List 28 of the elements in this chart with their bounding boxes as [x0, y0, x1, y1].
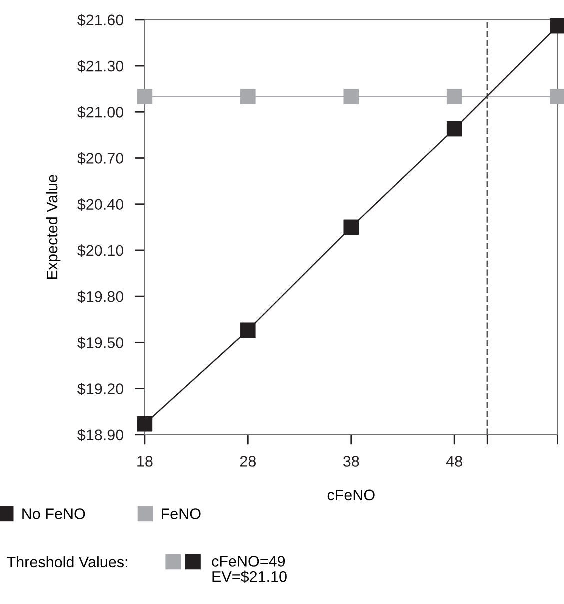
y-axis-title: Expected Value	[46, 175, 61, 280]
text: Threshold Values:	[7, 556, 128, 568]
point	[344, 220, 360, 236]
x-tick-label: 18	[138, 456, 153, 467]
y-tick-label: $20.40	[78, 198, 124, 211]
y-tick-label: $21.00	[78, 106, 124, 119]
x-axis-title: cFeNO	[328, 490, 375, 501]
y-tick-label: $19.50	[78, 336, 124, 350]
y-tick-label: $19.20	[78, 383, 124, 396]
y-tick-label: $21.60	[78, 14, 124, 27]
point	[137, 89, 153, 104]
point	[446, 121, 462, 137]
y-tick-label: $20.70	[78, 152, 124, 165]
point	[446, 89, 462, 104]
legend-label: No FeNO	[22, 508, 86, 520]
legend-label: FeNO	[162, 508, 201, 520]
point	[344, 89, 360, 104]
y-tick-label: $18.90	[78, 429, 124, 442]
y-tick-label: $19.80	[78, 290, 124, 304]
y-tick-label: $20.10	[78, 244, 124, 258]
point	[137, 416, 153, 432]
x-tick-label: 48	[446, 456, 462, 467]
point	[240, 322, 256, 338]
point	[240, 89, 256, 104]
y-tick-label: $21.30	[78, 60, 124, 73]
x-tick-label: 28	[240, 456, 256, 467]
text: cFeNO=49 EV=$21.10	[212, 556, 287, 584]
x-tick-label: 38	[343, 456, 360, 467]
